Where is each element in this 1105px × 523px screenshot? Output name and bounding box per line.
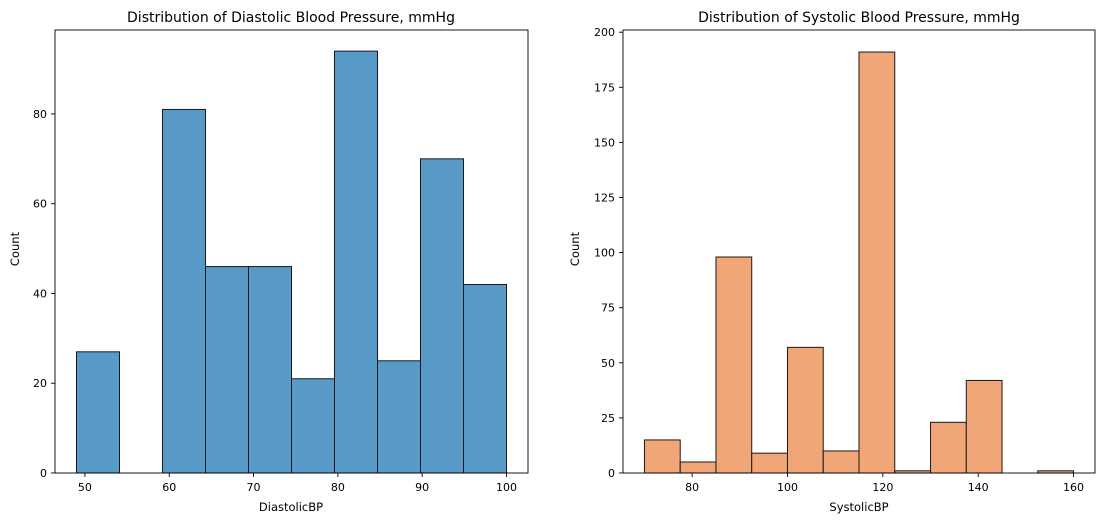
systolic-bar-0 (643, 439, 681, 474)
systolic-x-axis-label: SystolicBP (829, 500, 888, 514)
diastolic-x-tick-label-80: 80 (331, 481, 345, 494)
diastolic-y-tick-label-60: 60 (33, 198, 47, 211)
systolic-x-tick-label-120: 120 (872, 481, 893, 494)
diastolic-x-tick-label-60: 60 (162, 481, 176, 494)
diastolic-histogram-panel: Distribution of Diastolic Blood Pressure… (8, 10, 529, 514)
systolic-bar-3 (751, 452, 788, 474)
systolic-bar-8 (930, 421, 967, 474)
diastolic-x-tick-label-50: 50 (78, 481, 92, 494)
diastolic-x-tick-label-100: 100 (496, 481, 517, 494)
diastolic-axes-frame (54, 29, 529, 474)
diastolic-y-tick-label-20: 20 (33, 377, 47, 390)
systolic-histogram-panel: Distribution of Systolic Blood Pressure,… (568, 10, 1096, 514)
systolic-y-tick-label-50: 50 (601, 357, 615, 370)
systolic-y-tick-label-200: 200 (594, 26, 615, 39)
systolic-chart-title: Distribution of Systolic Blood Pressure,… (698, 10, 1020, 26)
diastolic-y-tick-label-80: 80 (33, 108, 47, 121)
diastolic-y-tick-label-40: 40 (33, 287, 47, 300)
systolic-bar-5 (822, 450, 860, 474)
diastolic-bar-8 (420, 158, 464, 474)
diastolic-x-axis-label: DiastolicBP (259, 500, 323, 514)
diastolic-bar-5 (291, 378, 335, 474)
systolic-x-tick-label-140: 140 (968, 481, 989, 494)
diastolic-y-tick-label-0: 0 (40, 467, 47, 480)
systolic-bar-1 (679, 461, 717, 474)
systolic-axes-frame (622, 29, 1096, 474)
diastolic-bar-9 (463, 283, 507, 474)
diastolic-bar-2 (162, 108, 206, 474)
systolic-y-tick-label-125: 125 (594, 192, 615, 205)
diastolic-bar-0 (76, 351, 120, 474)
diastolic-chart-title: Distribution of Diastolic Blood Pressure… (127, 10, 455, 26)
systolic-bar-4 (786, 346, 824, 474)
systolic-bar-2 (715, 256, 753, 474)
systolic-x-tick-label-160: 160 (1063, 481, 1084, 494)
systolic-y-tick-label-150: 150 (594, 136, 615, 149)
diastolic-y-axis-label: Count (8, 231, 22, 266)
systolic-x-tick-label-80: 80 (685, 481, 699, 494)
systolic-y-tick-label-100: 100 (594, 247, 615, 260)
diastolic-x-tick-label-90: 90 (415, 481, 429, 494)
systolic-y-tick-label-25: 25 (601, 412, 615, 425)
diastolic-x-tick-label-70: 70 (247, 481, 261, 494)
systolic-y-tick-label-175: 175 (594, 81, 615, 94)
diastolic-bar-3 (205, 266, 249, 474)
systolic-x-tick-label-100: 100 (777, 481, 798, 494)
diastolic-bar-4 (248, 266, 292, 474)
systolic-bar-6 (858, 51, 896, 474)
diastolic-bar-7 (377, 360, 421, 474)
systolic-y-axis-label: Count (568, 231, 582, 266)
systolic-y-tick-label-75: 75 (601, 302, 615, 315)
systolic-y-tick-label-0: 0 (608, 467, 615, 480)
systolic-bar-9 (965, 379, 1003, 474)
diastolic-bar-6 (334, 50, 378, 474)
